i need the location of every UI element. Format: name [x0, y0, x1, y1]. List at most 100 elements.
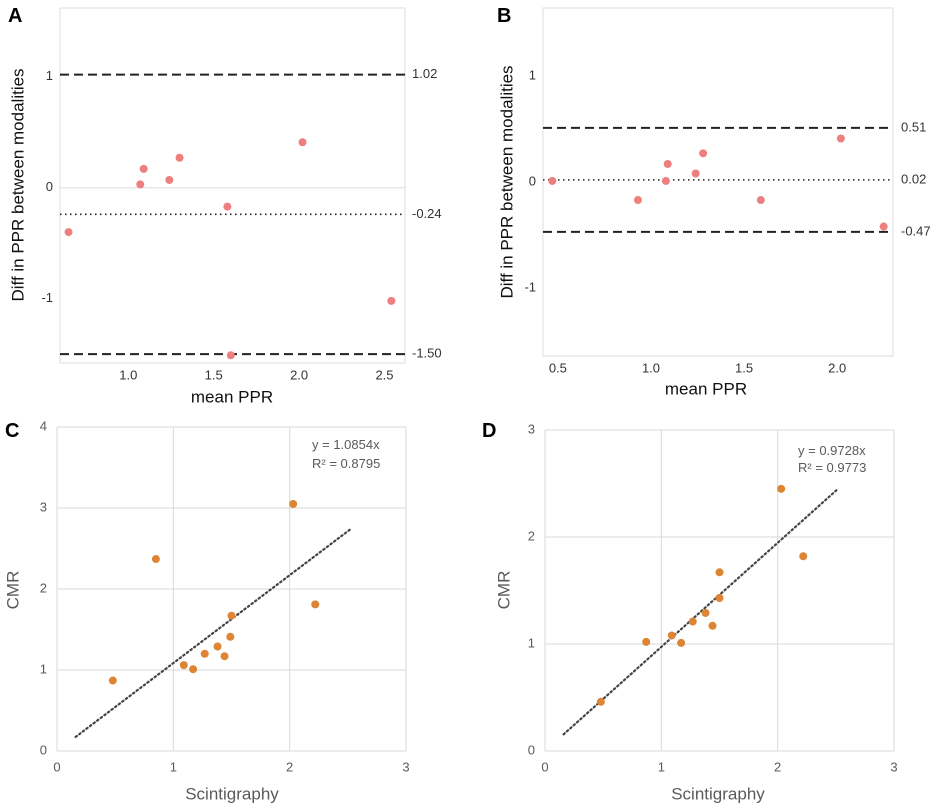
- panel-d-data-point: [596, 697, 605, 706]
- panel-a-ytick-label: 1: [46, 68, 53, 83]
- panel-b-data-point: [633, 196, 642, 205]
- panel-a-x-axis-title: mean PPR: [191, 387, 273, 406]
- panel-b-xtick-label: 1.0: [642, 360, 660, 375]
- panel-b-frame: [542, 7, 894, 357]
- panel-a-data-point: [387, 296, 396, 305]
- panel-a: A -1 0 1 1.0 1.5 2.0 2.5 1.02 -0.24 -1.5…: [8, 5, 442, 406]
- panel-b-line-label: 0.02: [901, 171, 926, 186]
- panel-b-line-label: 0.51: [901, 119, 926, 134]
- panel-a-data-point: [298, 138, 307, 147]
- panel-c-data-point: [227, 611, 236, 620]
- panel-b-data-point: [756, 196, 765, 205]
- panel-c-data-point: [189, 665, 198, 674]
- panel-c-trendline: [74, 528, 352, 739]
- panel-b-xtick-label: 2.0: [828, 360, 846, 375]
- panel-b: B -1 0 1 0.5 1.0 1.5 2.0 0.51 0.02 -0.47…: [497, 5, 931, 398]
- panel-a-data-point: [165, 175, 174, 184]
- panel-d-data-point: [677, 638, 686, 647]
- panel-a-data-point: [223, 202, 232, 211]
- panel-c-data-point: [311, 600, 320, 609]
- panel-c-data-point: [108, 676, 117, 685]
- panel-d-ytick-label: 2: [528, 528, 535, 543]
- panel-d-xtick-label: 2: [774, 759, 781, 774]
- panel-b-data-point: [836, 134, 845, 143]
- panel-c-xtick-label: 3: [402, 759, 409, 774]
- panel-c-data-point: [151, 555, 160, 564]
- panel-d-y-axis-title: CMR: [494, 571, 513, 610]
- panel-d-xtick-label: 1: [658, 759, 665, 774]
- panel-d-data-point: [777, 484, 786, 493]
- panel-c-ytick-label: 2: [40, 580, 47, 595]
- panel-d-equation: y = 0.9728x: [798, 443, 866, 458]
- panel-c-data-point: [289, 499, 298, 508]
- panel-d-data-point: [701, 608, 710, 617]
- panel-a-line-label: -1.50: [412, 346, 442, 361]
- panel-a-ytick-label: 0: [46, 179, 53, 194]
- panel-d-data-point: [708, 621, 717, 630]
- panel-c-y-axis-title: CMR: [3, 571, 22, 610]
- panel-b-xtick-label: 0.5: [549, 360, 567, 375]
- panel-label-c: C: [5, 420, 19, 442]
- panel-a-ytick-label: -1: [41, 290, 53, 305]
- panel-c-r-squared: R² = 0.8795: [312, 456, 380, 471]
- panel-d-ytick-label: 0: [528, 742, 535, 757]
- panel-a-xtick-label: 2.5: [375, 367, 393, 382]
- panel-a-frame: [59, 7, 406, 364]
- panel-d-data-point: [799, 552, 808, 561]
- panel-d-ytick-label: 1: [528, 635, 535, 650]
- panel-b-data-point: [548, 176, 557, 185]
- panel-b-xtick-label: 1.5: [735, 360, 753, 375]
- panel-d-xtick-label: 3: [890, 759, 897, 774]
- panel-d-data-point: [667, 631, 676, 640]
- panel-label-b: B: [497, 5, 511, 27]
- panel-b-line-label: -0.47: [901, 223, 931, 238]
- panel-c-ytick-label: 3: [40, 499, 47, 514]
- panel-b-data-point: [663, 159, 672, 168]
- panel-b-data-point: [691, 169, 700, 178]
- panel-a-xtick-label: 1.5: [205, 367, 223, 382]
- panel-a-data-point: [226, 351, 235, 360]
- panel-c-data-point: [226, 632, 235, 641]
- panel-c-data-point: [220, 652, 229, 661]
- panel-c-x-axis-title: Scintigraphy: [185, 784, 279, 803]
- panel-c-ytick-label: 4: [40, 418, 47, 433]
- panel-d-x-axis-title: Scintigraphy: [671, 784, 765, 803]
- panel-d-trendline: [562, 487, 840, 736]
- panel-label-a: A: [8, 5, 22, 27]
- panel-d-ytick-label: 3: [528, 421, 535, 436]
- panel-a-line-label: 1.02: [412, 66, 437, 81]
- panel-c-ytick-label: 1: [40, 661, 47, 676]
- panel-label-d: D: [482, 420, 496, 442]
- panel-d: D 0 1 2 3 0 1 2 3 y = 0.9728x R² = 0.9773 Scin…: [482, 420, 898, 803]
- panel-d-xtick-label: 0: [541, 759, 548, 774]
- panel-c-xtick-label: 2: [286, 759, 293, 774]
- panel-a-data-point: [139, 164, 148, 173]
- panel-c-ytick-label: 0: [40, 742, 47, 757]
- panel-b-ytick-label: -1: [524, 280, 536, 295]
- panel-b-data-point: [661, 176, 670, 185]
- panel-c-data-point: [200, 649, 209, 658]
- panel-d-r-squared: R² = 0.9773: [798, 460, 866, 475]
- panel-d-data-point: [642, 637, 651, 646]
- panel-c: C 0 1 2 3 4 0 1 2 3 y = 1.0854x R² = 0.8795 Sci…: [3, 418, 409, 803]
- panel-a-xtick-label: 2.0: [290, 367, 308, 382]
- panel-a-data-point: [175, 153, 184, 162]
- panel-a-line-label: -0.24: [412, 206, 442, 221]
- panel-a-xtick-label: 1.0: [119, 367, 137, 382]
- panel-c-equation: y = 1.0854x: [312, 437, 380, 452]
- panel-c-data-point: [213, 642, 222, 651]
- panel-a-y-axis-title: Diff in PPR between modalities: [8, 68, 27, 301]
- panel-b-ytick-label: 1: [529, 67, 536, 82]
- panel-b-data-point: [879, 222, 888, 231]
- panel-b-x-axis-title: mean PPR: [665, 379, 747, 398]
- panel-d-data-point: [715, 593, 724, 602]
- panel-b-ytick-label: 0: [529, 173, 536, 188]
- panel-b-y-axis-title: Diff in PPR between modalities: [497, 65, 516, 298]
- panel-c-xtick-label: 0: [53, 759, 60, 774]
- panel-c-data-point: [179, 661, 188, 670]
- panel-d-data-point: [688, 617, 697, 626]
- panel-a-data-point: [136, 180, 145, 189]
- panel-a-data-point: [64, 228, 73, 237]
- panel-d-data-point: [715, 568, 724, 577]
